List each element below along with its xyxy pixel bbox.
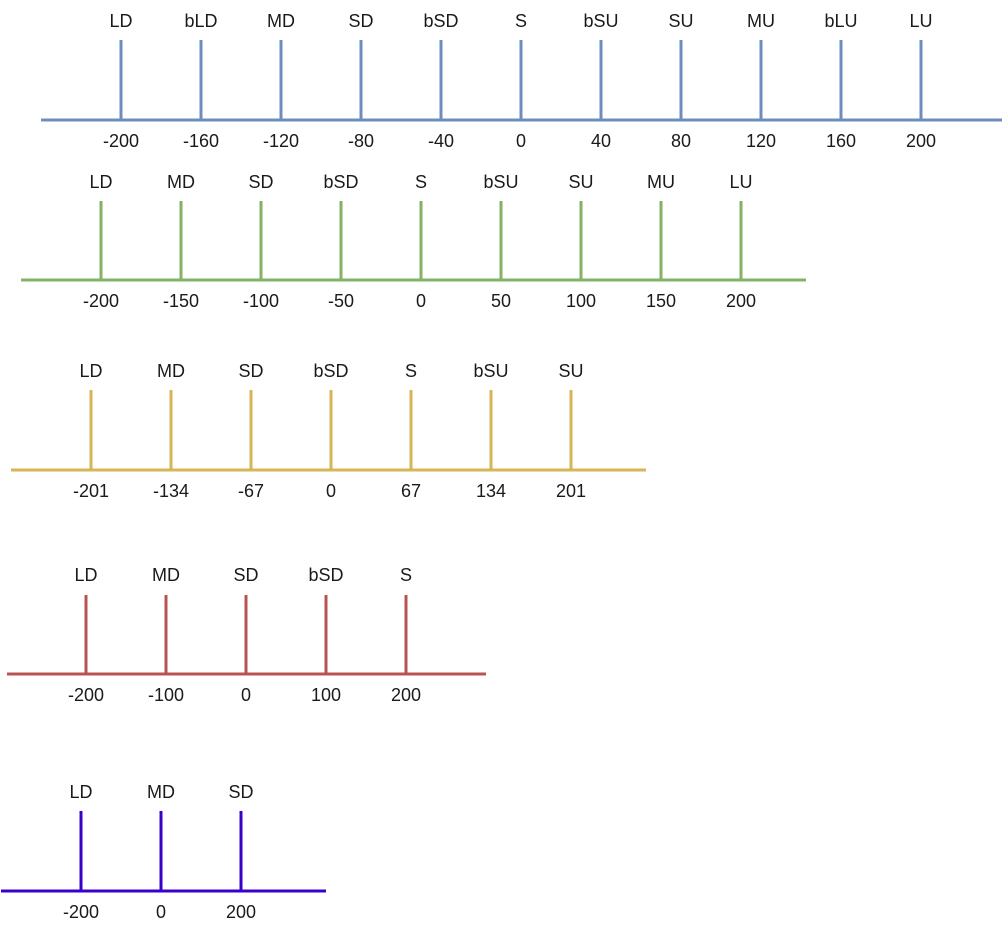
scale-1-tick-value: -120 xyxy=(263,131,299,151)
scale-4-tick-value: -100 xyxy=(148,685,184,705)
scale-2-tick-label: bSD xyxy=(323,172,358,192)
scale-5-tick-value: 0 xyxy=(156,902,166,922)
scale-1-tick-label: SD xyxy=(348,11,373,31)
scale-5-tick-value: 200 xyxy=(226,902,256,922)
scale-2: LD -200 MD -150 SD -100 bSD -50 S 0 bSU 50 SU 100 MU 15… xyxy=(21,172,806,311)
scale-1-tick-label: LU xyxy=(909,11,932,31)
scale-3-tick-label: LD xyxy=(79,361,102,381)
scale-2-tick-value: -150 xyxy=(163,291,199,311)
scale-2-tick-label: SU xyxy=(568,172,593,192)
scale-3-tick-label: bSD xyxy=(313,361,348,381)
scale-1-tick-label: bSU xyxy=(583,11,618,31)
scale-3-tick-value: 201 xyxy=(556,481,586,501)
scale-5-tick-label: LD xyxy=(69,782,92,802)
scale-4-tick-label: MD xyxy=(152,565,180,585)
scale-2-tick-label: SD xyxy=(248,172,273,192)
scale-2-tick-label: LU xyxy=(729,172,752,192)
scale-5-tick-label: MD xyxy=(147,782,175,802)
scale-1: LD -200 bLD -160 MD -120 SD -80 bSD -40 S 0 bSU 40 SU 8… xyxy=(41,11,1002,151)
scale-2-tick-value: -200 xyxy=(83,291,119,311)
scale-1-tick-label: SU xyxy=(668,11,693,31)
scale-1-tick-value: -80 xyxy=(348,131,374,151)
scale-2-tick-value: 50 xyxy=(491,291,511,311)
scale-1-tick-value: -200 xyxy=(103,131,139,151)
scale-5-tick-value: -200 xyxy=(63,902,99,922)
scale-3-tick-value: -134 xyxy=(153,481,189,501)
scale-1-tick-label: MU xyxy=(747,11,775,31)
scale-1-tick-value: -40 xyxy=(428,131,454,151)
scale-2-tick-value: 100 xyxy=(566,291,596,311)
scale-3-tick-value: -201 xyxy=(73,481,109,501)
scale-1-tick-label: LD xyxy=(109,11,132,31)
scale-1-tick-value: 40 xyxy=(591,131,611,151)
scale-4-tick-value: 0 xyxy=(241,685,251,705)
scale-2-tick-value: 150 xyxy=(646,291,676,311)
scale-1-tick-label: MD xyxy=(267,11,295,31)
scale-3-tick-label: S xyxy=(405,361,417,381)
scale-4-tick-label: SD xyxy=(233,565,258,585)
scale-2-tick-label: bSU xyxy=(483,172,518,192)
scale-4-tick-value: 100 xyxy=(311,685,341,705)
scale-1-tick-value: 80 xyxy=(671,131,691,151)
scale-3-tick-value: 134 xyxy=(476,481,506,501)
scale-3: LD -201 MD -134 SD -67 bSD 0 S 67 bSU 134 SU 201 xyxy=(11,361,646,501)
scale-2-tick-value: -50 xyxy=(328,291,354,311)
scale-1-tick-value: 160 xyxy=(826,131,856,151)
scale-3-tick-label: bSU xyxy=(473,361,508,381)
scale-2-tick-label: LD xyxy=(89,172,112,192)
scale-1-tick-label: bLU xyxy=(824,11,857,31)
scale-2-tick-label: MU xyxy=(647,172,675,192)
scale-3-tick-value: 67 xyxy=(401,481,421,501)
scale-5: LD -200 MD 0 SD 200 xyxy=(1,782,326,922)
scale-2-tick-label: MD xyxy=(167,172,195,192)
scale-3-tick-value: -67 xyxy=(238,481,264,501)
scale-1-tick-value: -160 xyxy=(183,131,219,151)
scale-4-tick-label: S xyxy=(400,565,412,585)
scale-4-tick-value: -200 xyxy=(68,685,104,705)
scale-1-tick-label: bSD xyxy=(423,11,458,31)
scale-1-tick-value: 200 xyxy=(906,131,936,151)
scale-1-tick-label: bLD xyxy=(184,11,217,31)
scale-4: LD -200 MD -100 SD 0 bSD 100 S 200 xyxy=(7,565,486,705)
scale-3-tick-label: MD xyxy=(157,361,185,381)
scale-3-tick-value: 0 xyxy=(326,481,336,501)
scale-2-tick-label: S xyxy=(415,172,427,192)
scale-2-tick-value: 0 xyxy=(416,291,426,311)
scale-2-tick-value: -100 xyxy=(243,291,279,311)
scale-2-tick-value: 200 xyxy=(726,291,756,311)
scale-4-tick-label: LD xyxy=(74,565,97,585)
scale-3-tick-label: SU xyxy=(558,361,583,381)
scale-5-tick-label: SD xyxy=(228,782,253,802)
scale-3-tick-label: SD xyxy=(238,361,263,381)
scale-1-tick-value: 0 xyxy=(516,131,526,151)
scale-1-tick-value: 120 xyxy=(746,131,776,151)
scale-4-tick-label: bSD xyxy=(308,565,343,585)
scale-4-tick-value: 200 xyxy=(391,685,421,705)
scale-1-tick-label: S xyxy=(515,11,527,31)
